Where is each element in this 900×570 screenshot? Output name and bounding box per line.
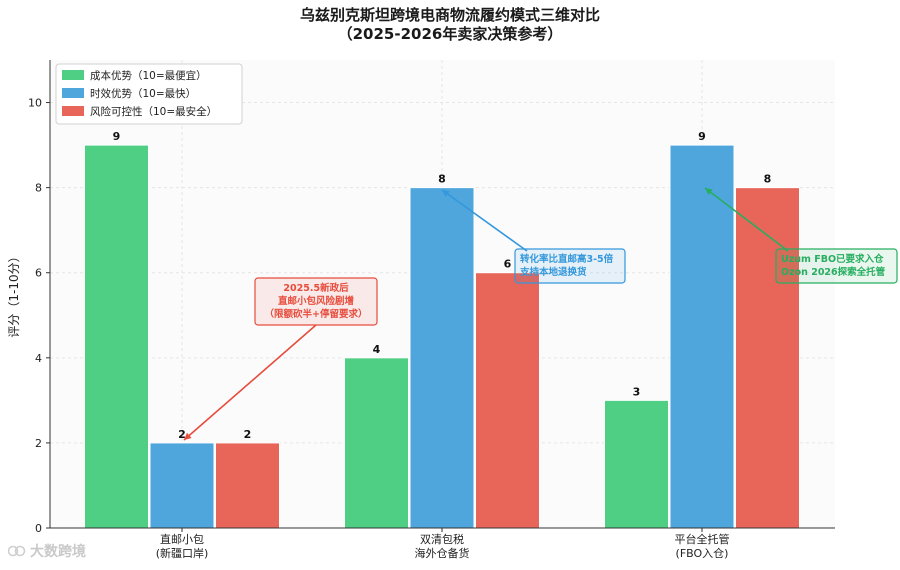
watermark: 大数跨境 xyxy=(8,541,86,561)
bar-speed xyxy=(669,144,735,529)
annotation-text: 2025.5新政后 xyxy=(283,282,349,294)
bar-value-label: 9 xyxy=(698,130,706,143)
x-tick-label: 双清包税 xyxy=(420,532,464,546)
legend-swatch-speed xyxy=(62,88,84,98)
y-tick-label: 6 xyxy=(35,267,42,280)
y-tick-label: 0 xyxy=(35,522,42,535)
y-tick-label: 10 xyxy=(28,97,42,110)
bar-value-label: 2 xyxy=(178,428,186,441)
chart-title-line2: （2025-2026年卖家决策参考） xyxy=(337,25,563,43)
legend-label-risk: 风险可控性（10=最安全） xyxy=(90,105,217,118)
bar-risk xyxy=(215,442,280,529)
annotation-text: 直邮小包风险剧增 xyxy=(278,295,354,307)
annotation-text: Uzum FBO已要求入仓 xyxy=(781,253,884,265)
y-tick-label: 2 xyxy=(35,437,42,450)
chart-title: 乌兹别克斯坦跨境电商物流履约模式三维对比 （2025-2026年卖家决策参考） xyxy=(0,6,900,44)
y-axis-label: 评分（1-10分） xyxy=(7,250,21,337)
annotation-arrow-head xyxy=(442,190,450,197)
annotation-arrow-head xyxy=(184,432,192,440)
legend-swatch-cost xyxy=(62,70,84,80)
legend-box xyxy=(55,63,243,125)
bar-speed xyxy=(149,442,215,529)
legend-label-speed: 时效优势（10=最快） xyxy=(90,87,196,100)
bar-risk xyxy=(735,187,800,529)
annotation-text: （限额砍半+停留要求） xyxy=(265,308,368,320)
x-tick-label: 平台全托管 xyxy=(675,532,730,546)
annotation-text: 支持本地退换货 xyxy=(519,266,587,278)
watermark-text: 大数跨境 xyxy=(30,544,86,560)
bar-value-label: 8 xyxy=(764,173,772,186)
annotation-arrow-line xyxy=(704,187,789,252)
x-tick-label: 海外仓备货 xyxy=(415,546,470,560)
annotation-arrow-line xyxy=(441,189,528,252)
annotation-arrow-head xyxy=(705,188,713,196)
bar-value-label: 2 xyxy=(244,428,252,441)
chart-title-line1: 乌兹别克斯坦跨境电商物流履约模式三维对比 xyxy=(299,6,600,24)
x-tick-label: 直邮小包 xyxy=(160,532,204,546)
bar-cost xyxy=(84,144,149,529)
annotation-text: Ozon 2026探索全托管 xyxy=(781,266,886,278)
y-tick-label: 8 xyxy=(35,182,42,195)
bar-value-label: 6 xyxy=(504,258,512,271)
bar-value-label: 8 xyxy=(438,173,446,186)
bar-value-label: 3 xyxy=(633,385,641,398)
annotation-box xyxy=(254,277,378,326)
y-tick-label: 4 xyxy=(35,352,42,365)
x-tick-label: (新疆口岸) xyxy=(156,546,209,560)
bar-cost xyxy=(344,357,409,529)
annotation-box xyxy=(775,248,898,284)
annotation-arrow-line xyxy=(183,324,317,441)
legend-swatch-risk xyxy=(62,106,84,116)
bar-value-label: 4 xyxy=(373,343,381,356)
bar-risk xyxy=(475,272,540,529)
brand-logo-icon xyxy=(8,545,26,557)
bar-speed xyxy=(409,187,475,529)
x-tick-label: (FBO入仓) xyxy=(676,546,729,560)
legend-label-cost: 成本优势（10=最便宜） xyxy=(90,69,207,82)
annotation-box xyxy=(514,248,626,284)
bar-cost xyxy=(604,399,669,529)
annotation-text: 转化率比直邮高3-5倍 xyxy=(520,253,614,265)
legend: 成本优势（10=最便宜） 时效优势（10=最快） 风险可控性（10=最安全） xyxy=(55,63,243,125)
bar-value-label: 9 xyxy=(113,130,121,143)
